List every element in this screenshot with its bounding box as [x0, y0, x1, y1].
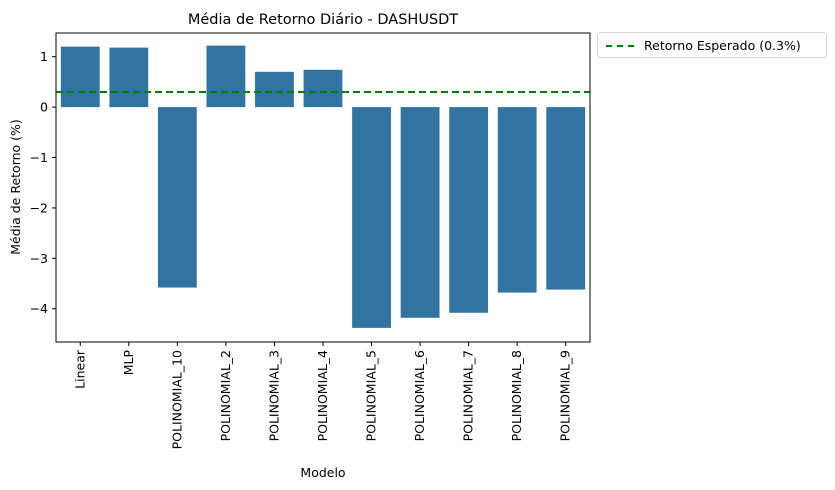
- y-tick-label: −2: [30, 200, 48, 215]
- y-axis: 1 0 −1 −2 −3 −4: [30, 49, 56, 316]
- bar-polinomial-2: [206, 45, 246, 108]
- bar-polinomial-3: [255, 71, 294, 108]
- x-tick-label: POLINOMIAL_10: [169, 350, 184, 449]
- y-tick-label: −3: [30, 251, 48, 266]
- x-tick-label: POLINOMIAL_6: [412, 350, 427, 441]
- x-tick-label: POLINOMIAL_2: [218, 350, 233, 441]
- bar-polinomial-9: [546, 107, 586, 290]
- x-tick-label: POLINOMIAL_3: [266, 350, 281, 441]
- legend: Retorno Esperado (0.3%): [597, 32, 827, 58]
- x-tick-label: POLINOMIAL_9: [558, 350, 573, 441]
- y-tick-label: 0: [40, 100, 48, 115]
- x-tick-label: POLINOMIAL_5: [364, 350, 379, 441]
- y-tick-label: −1: [30, 150, 48, 165]
- bar-polinomial-6: [400, 107, 440, 318]
- bars-group: [60, 45, 586, 328]
- legend-dashed-line-swatch: [606, 45, 634, 47]
- bar-polinomial-4: [303, 69, 343, 108]
- y-axis-label: Média de Retorno (%): [8, 119, 23, 255]
- legend-label: Retorno Esperado (0.3%): [644, 38, 801, 53]
- bar-mlp: [109, 47, 149, 108]
- bar-polinomial-8: [497, 107, 537, 293]
- x-axis-label: Modelo: [300, 465, 345, 480]
- bar-polinomial-5: [352, 107, 391, 328]
- y-tick-label: 1: [40, 49, 48, 64]
- x-tick-label: MLP: [121, 350, 136, 376]
- y-tick-label: −4: [30, 301, 48, 316]
- bar-linear: [60, 46, 100, 108]
- x-tick-label: POLINOMIAL_8: [509, 350, 524, 441]
- x-tick-label: POLINOMIAL_4: [315, 350, 330, 441]
- x-axis: Linear MLP POLINOMIAL_10 POLINOMIAL_2 POLINO…: [72, 342, 573, 449]
- chart-title: Média de Retorno Diário - DASHUSDT: [188, 12, 458, 28]
- bar-polinomial-10: [157, 107, 197, 288]
- bar-polinomial-7: [449, 107, 489, 313]
- x-tick-label: Linear: [72, 349, 87, 389]
- x-tick-label: POLINOMIAL_7: [461, 350, 476, 441]
